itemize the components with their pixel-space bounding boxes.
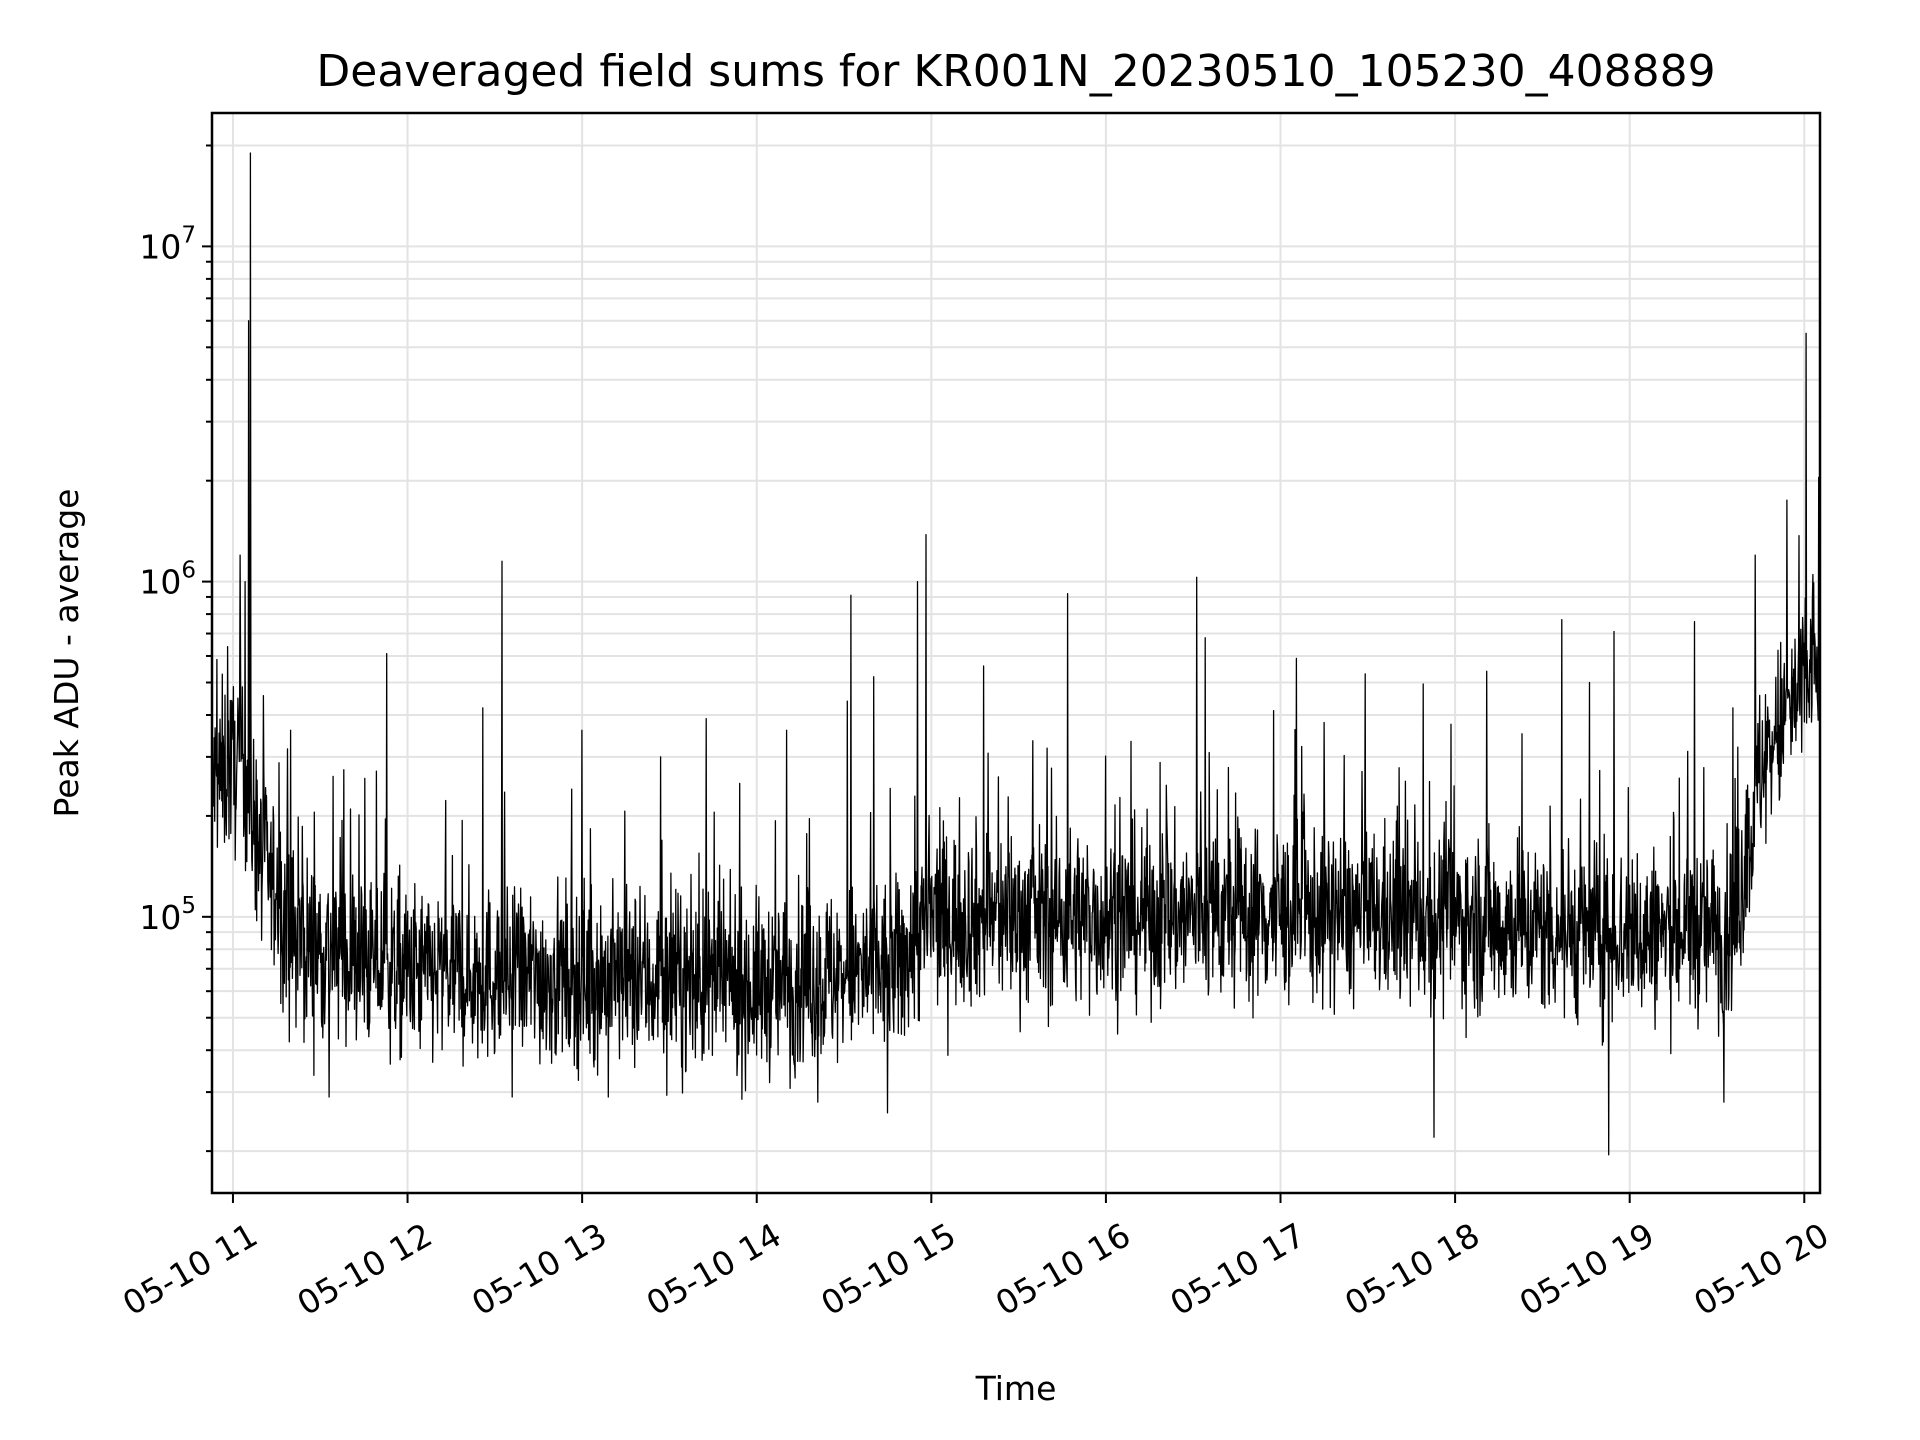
chart-title: Deaveraged field sums for KR001N_2023051… <box>316 46 1715 97</box>
y-axis: 105 106 107 <box>139 144 212 1153</box>
y-axis-label: Peak ADU - average <box>47 489 86 818</box>
series-line <box>211 152 1821 1156</box>
y-tick-label: 106 <box>139 558 196 602</box>
y-tick-label: 107 <box>139 222 196 266</box>
y-tick-label: 105 <box>139 893 196 937</box>
plot-frame <box>210 111 1822 1195</box>
grid <box>212 113 1820 1193</box>
x-axis-label: Time <box>975 1369 1057 1408</box>
